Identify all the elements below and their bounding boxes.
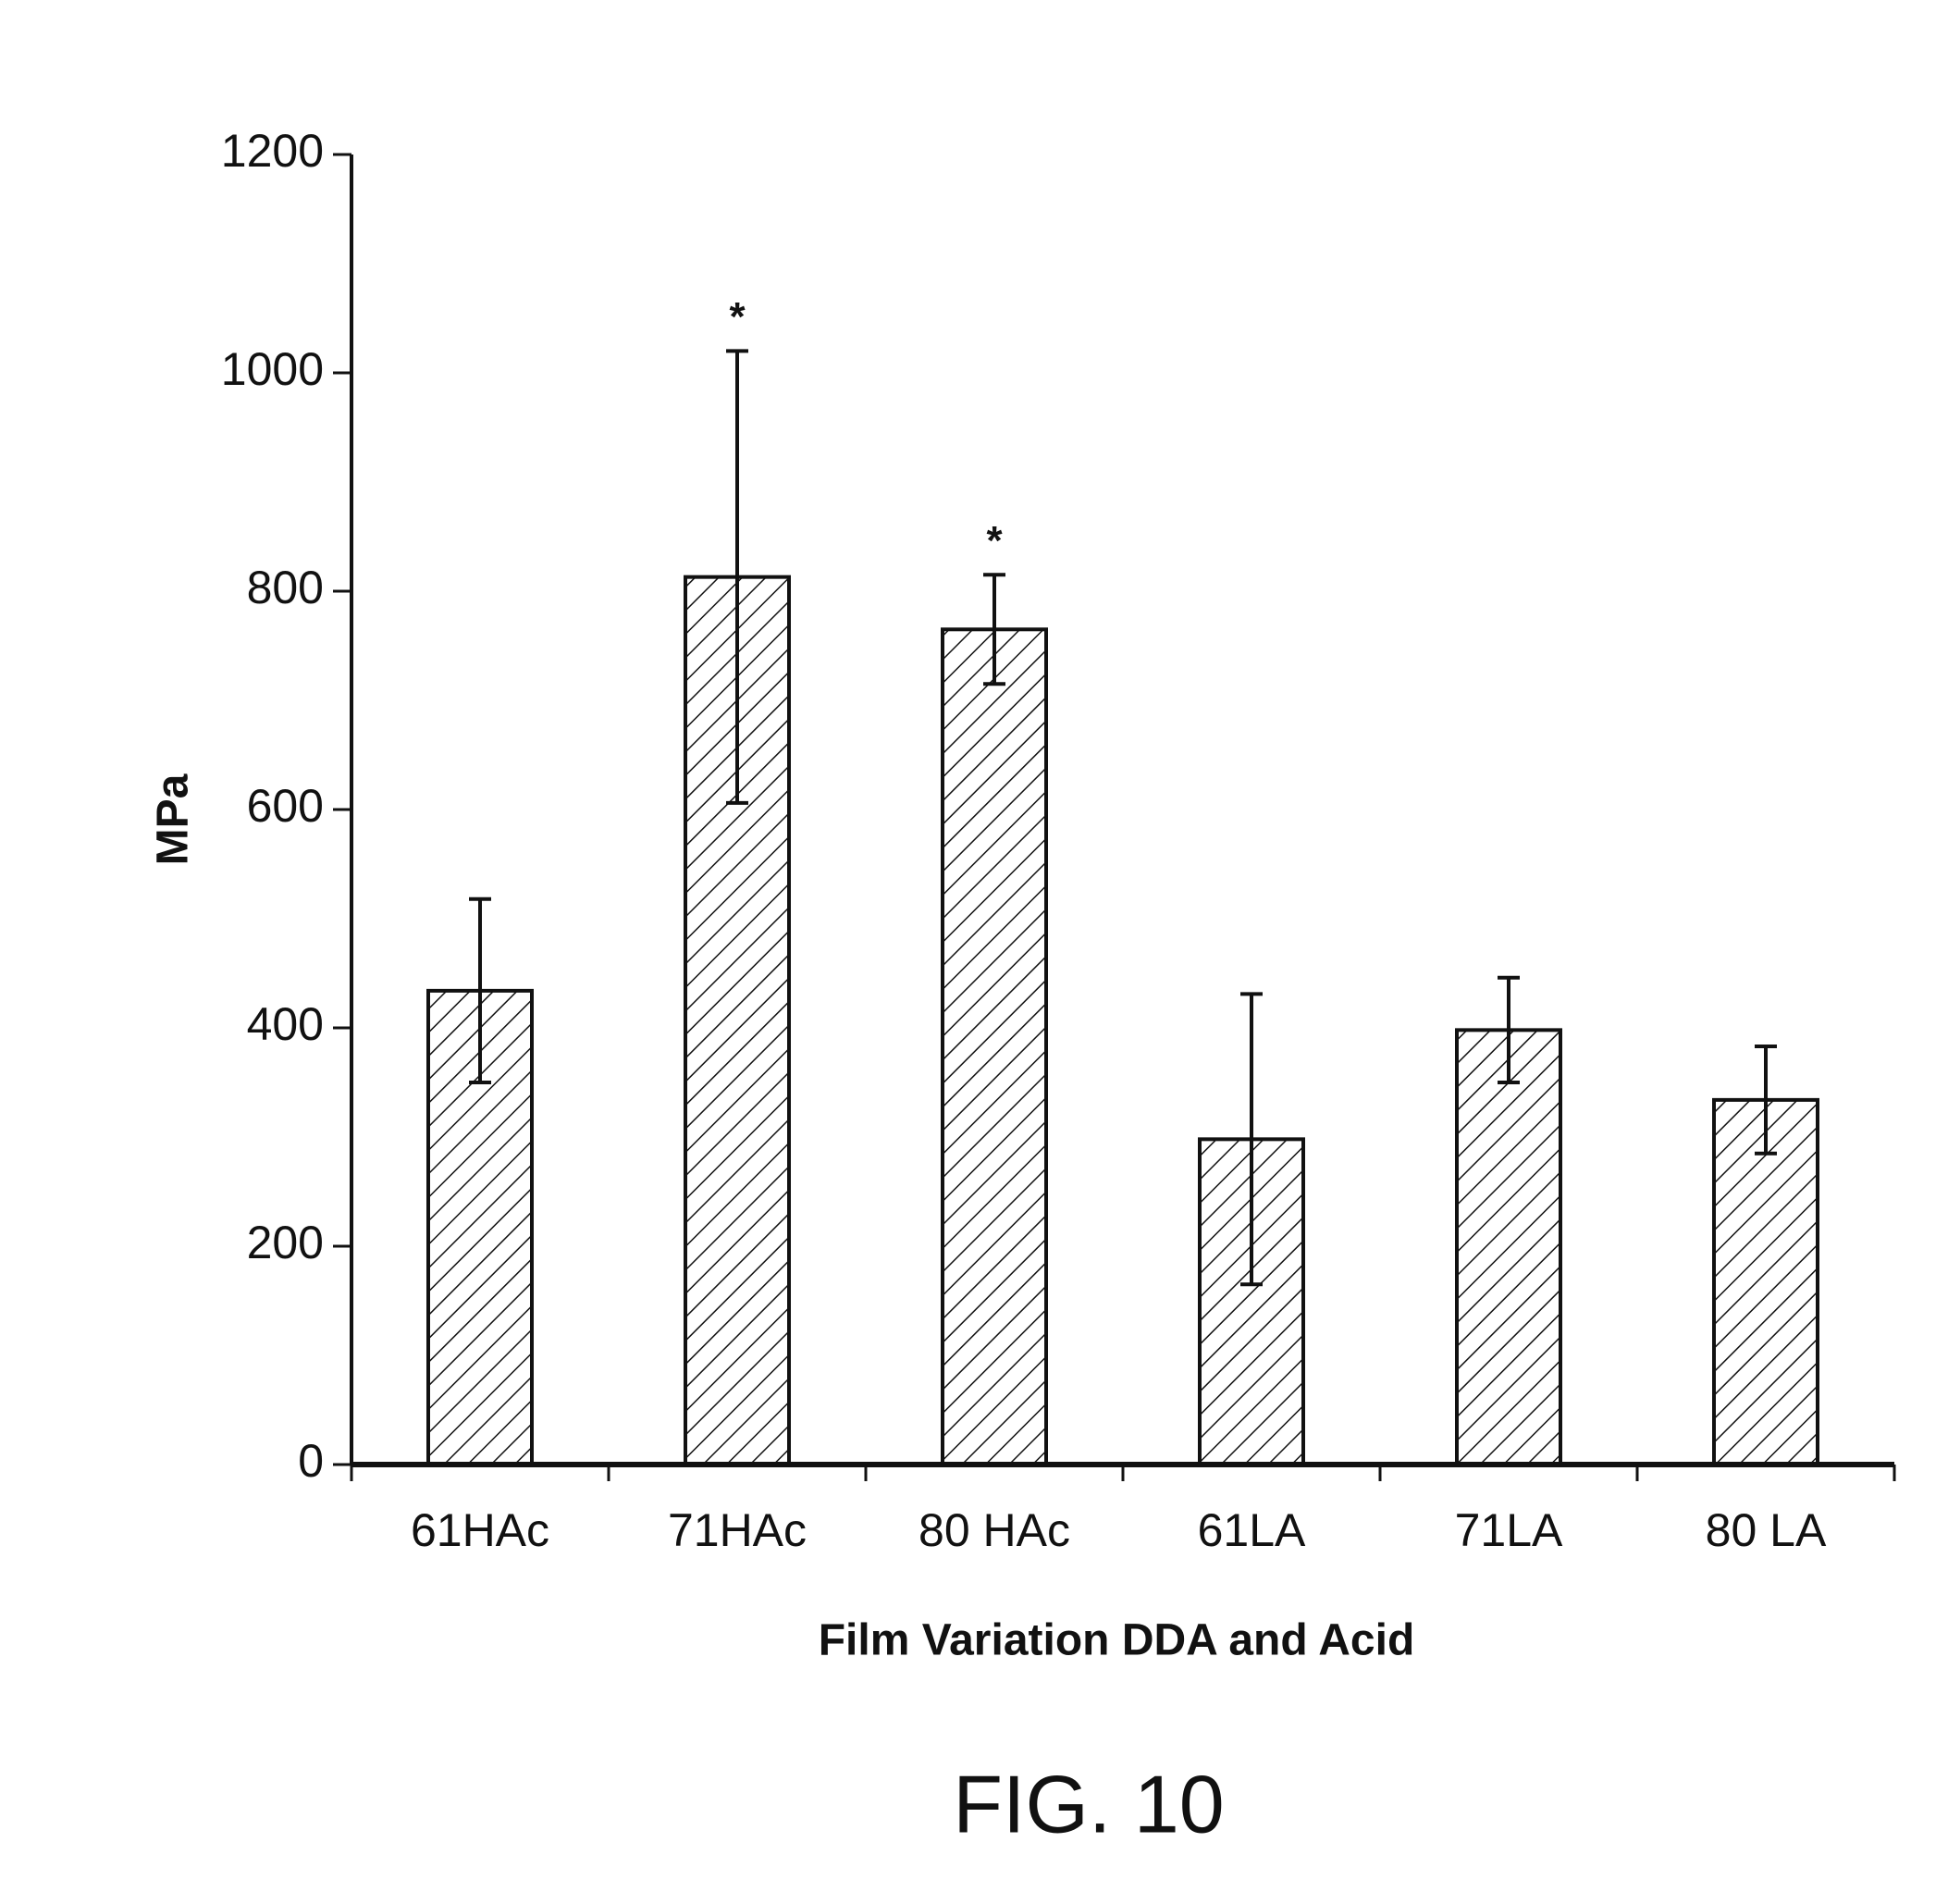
y-tick-label: 200 bbox=[247, 1217, 324, 1268]
x-tick-label: 80 HAc bbox=[919, 1504, 1070, 1556]
x-tick-label: 71HAc bbox=[668, 1504, 807, 1556]
y-axis-title: MPa bbox=[149, 773, 198, 865]
y-tick-label: 800 bbox=[247, 562, 324, 613]
page: MPa Film Variation DDA and Acid FIG. 10 … bbox=[0, 0, 1948, 1904]
y-tick-label: 1200 bbox=[221, 125, 324, 177]
bar bbox=[943, 629, 1046, 1465]
x-tick-label: 61HAc bbox=[411, 1504, 549, 1556]
significance-marker: * bbox=[729, 294, 746, 340]
y-tick-label: 600 bbox=[247, 780, 324, 832]
x-tick-label: 71LA bbox=[1455, 1504, 1563, 1556]
y-tick-label: 1000 bbox=[221, 343, 324, 395]
bar bbox=[1457, 1030, 1560, 1465]
figure-caption: FIG. 10 bbox=[953, 1758, 1224, 1849]
x-tick-label: 61LA bbox=[1198, 1504, 1306, 1556]
significance-marker: * bbox=[986, 518, 1003, 563]
y-tick-label: 400 bbox=[247, 998, 324, 1050]
chart: MPa Film Variation DDA and Acid FIG. 10 … bbox=[0, 0, 1948, 1904]
x-tick-label: 80 LA bbox=[1706, 1504, 1827, 1556]
y-tick-label: 0 bbox=[298, 1435, 324, 1487]
x-axis-title: Film Variation DDA and Acid bbox=[819, 1616, 1415, 1665]
